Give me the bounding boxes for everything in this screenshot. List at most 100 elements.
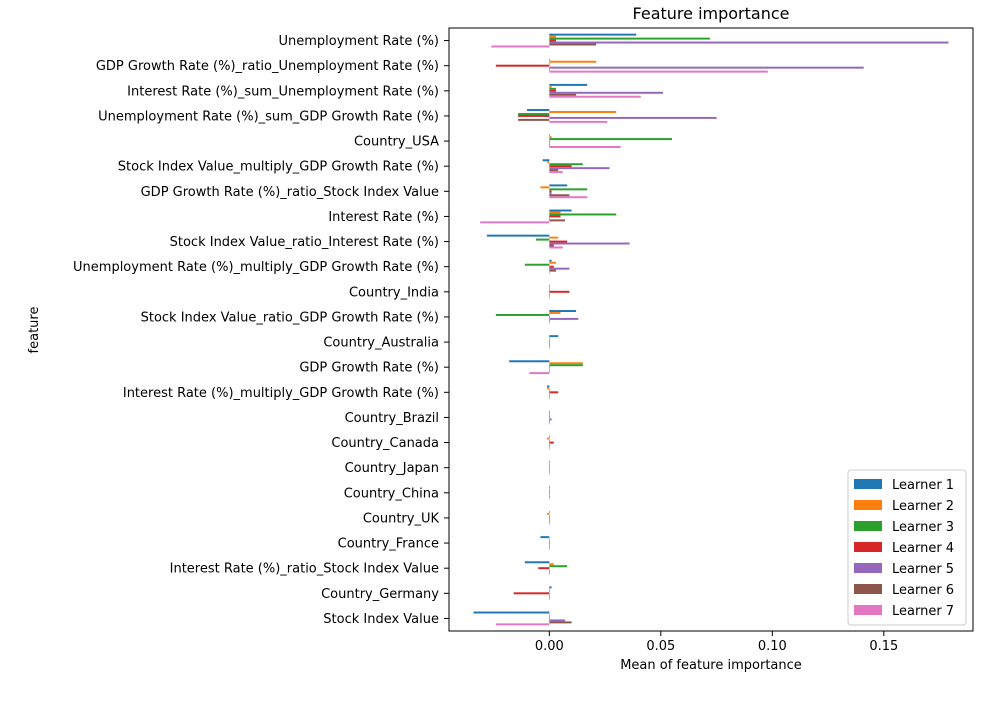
bar-1-3: [549, 83, 588, 86]
bar-7-14: [529, 372, 550, 375]
bar-1-23: [549, 586, 552, 589]
legend-swatch: [854, 500, 882, 510]
bar-7-22: [549, 573, 550, 576]
bar-1-8: [549, 209, 572, 212]
legend-swatch: [854, 521, 882, 531]
bar-4-4: [518, 114, 550, 117]
y-tick-label: Country_India: [349, 285, 439, 300]
bar-1-24: [473, 611, 550, 614]
bar-6-7: [549, 194, 570, 197]
bar-5-9: [549, 242, 630, 245]
bar-7-11: [549, 296, 550, 299]
bar-4-23: [513, 592, 550, 595]
bar-5-23: [549, 594, 550, 597]
bar-4-21: [549, 542, 550, 545]
y-tick-label: Unemployment Rate (%): [279, 34, 440, 49]
bar-6-8: [549, 219, 565, 222]
legend-swatch: [854, 584, 882, 594]
bar-5-3: [549, 91, 664, 94]
bar-3-8: [549, 213, 617, 216]
y-tick-label: Country_France: [338, 537, 439, 552]
bar-6-5: [549, 144, 550, 146]
bar-6-17: [549, 445, 550, 448]
bar-7-15: [549, 397, 550, 400]
bar-7-21: [549, 547, 550, 550]
bar-6-2: [549, 68, 550, 71]
bar-3-15: [549, 389, 550, 392]
bar-2-21: [549, 538, 550, 541]
bar-4-16: [549, 416, 550, 419]
bar-6-23: [549, 596, 550, 599]
bar-3-18: [549, 464, 550, 467]
bar-7-24: [495, 623, 550, 626]
bar-2-17: [547, 437, 550, 440]
y-tick-label: Country_Australia: [323, 336, 439, 351]
bar-4-3: [549, 89, 557, 92]
bar-4-11: [549, 290, 570, 293]
bar-2-12: [549, 312, 561, 314]
y-tick-label: Country_Canada: [331, 436, 439, 451]
bar-4-14: [549, 366, 550, 369]
y-tick-label: Country_UK: [363, 511, 440, 526]
bar-7-13: [549, 346, 550, 349]
bar-7-10: [549, 271, 550, 274]
bar-5-17: [549, 443, 550, 446]
bar-6-10: [549, 269, 557, 272]
bar-7-19: [549, 497, 550, 500]
bar-2-2: [549, 60, 597, 63]
bar-4-15: [549, 391, 559, 394]
y-tick-label: Unemployment Rate (%)_sum_GDP Growth Rat…: [98, 109, 439, 124]
bar-5-7: [549, 192, 552, 195]
bar-7-17: [549, 447, 550, 450]
bar-2-4: [549, 111, 617, 113]
bar-7-5: [549, 145, 621, 148]
bar-6-11: [549, 294, 550, 297]
bar-3-20: [549, 514, 550, 517]
bar-3-2: [549, 62, 550, 65]
y-tick-label: Stock Index Value_ratio_GDP Growth Rate …: [141, 310, 439, 325]
bar-5-21: [549, 544, 550, 547]
bar-2-18: [549, 462, 550, 465]
legend-swatch: [854, 563, 882, 573]
bar-2-22: [549, 563, 554, 566]
bar-1-12: [549, 310, 577, 313]
bar-2-3: [549, 85, 552, 88]
bar-3-19: [549, 489, 550, 492]
bar-4-7: [549, 190, 552, 193]
bar-1-5: [549, 134, 550, 137]
bar-3-6: [549, 163, 583, 166]
bar-5-6: [549, 167, 610, 170]
bar-1-21: [540, 536, 550, 539]
y-tick-label: Country_Germany: [321, 587, 439, 602]
bar-2-19: [549, 487, 550, 490]
bar-2-13: [549, 337, 550, 340]
bar-4-17: [549, 441, 554, 444]
bar-7-7: [549, 196, 588, 199]
bar-1-14: [509, 360, 550, 363]
bar-1-2: [549, 58, 550, 61]
legend-label: Learner 7: [892, 604, 954, 619]
bar-1-13: [549, 335, 559, 338]
bar-3-3: [549, 87, 557, 90]
bar-6-3: [549, 93, 577, 96]
y-tick-label: Stock Index Value_multiply_GDP Growth Ra…: [118, 160, 439, 175]
bar-2-9: [549, 236, 559, 239]
bar-5-16: [549, 418, 552, 421]
bar-3-24: [549, 615, 550, 618]
bar-5-2: [549, 66, 864, 69]
legend-swatch: [854, 542, 882, 552]
bar-2-15: [547, 387, 550, 390]
bar-3-10: [524, 263, 550, 266]
bar-4-20: [549, 516, 550, 519]
plot-frame: [448, 27, 974, 632]
y-tick-label: Stock Index Value_ratio_Interest Rate (%…: [170, 235, 439, 250]
legend-swatch: [854, 479, 882, 489]
bar-4-9: [549, 240, 568, 243]
bar-7-8: [480, 221, 550, 224]
bar-3-23: [549, 590, 550, 593]
bar-4-8: [549, 215, 561, 218]
bar-7-20: [549, 522, 550, 525]
bar-6-15: [549, 395, 550, 398]
bar-7-23: [549, 598, 550, 601]
